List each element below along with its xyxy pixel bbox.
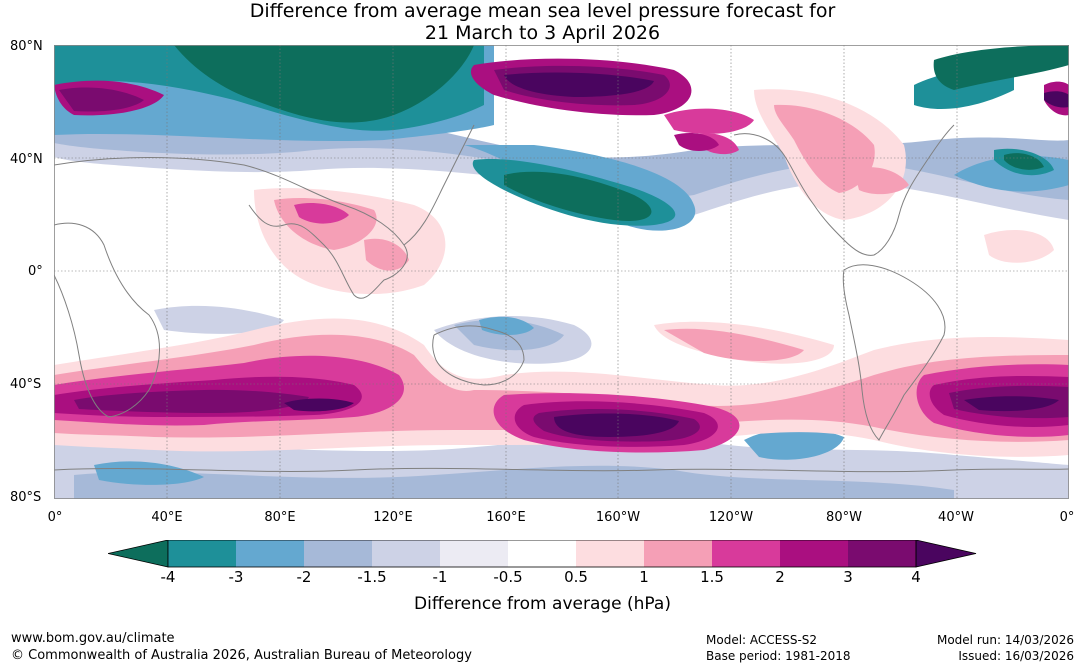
lon-label-120w: 120°W [708, 510, 754, 525]
anomaly-neg-south-2-region [94, 316, 844, 485]
anomaly-pos-4-region [284, 72, 1069, 438]
map-title-line-2: 21 March to 3 April 2026 [424, 22, 661, 44]
footer-model: Model: ACCESS-S2 [706, 633, 818, 647]
lat-label-80n: 80°N [10, 39, 43, 54]
colorbar-tick: -1.5 [357, 568, 387, 586]
coastline-australia [432, 325, 525, 386]
colorbar-swatch [780, 540, 848, 567]
colorbar-tick: -1 [432, 568, 448, 586]
colorbar-swatch [848, 540, 916, 567]
colorbar-tick: 3 [843, 568, 853, 586]
colorbar-tick: 0.5 [564, 568, 588, 586]
footer-base-period: Base period: 1981-2018 [706, 649, 851, 663]
lon-label-40e: 40°E [151, 510, 183, 525]
anomaly-pos-3-region [59, 65, 1069, 442]
footer-model-run: Model run: 14/03/2026 [936, 633, 1074, 647]
colorbar-tick: -4 [160, 568, 176, 586]
colorbar-swatch [644, 540, 712, 567]
colorbar-tick: 1 [639, 568, 649, 586]
colorbar-swatch [508, 540, 576, 567]
colorbar-swatch [236, 540, 304, 567]
footer-issued: Issued: 16/03/2026 [958, 649, 1074, 663]
colorbar-swatch [440, 540, 508, 567]
colorbar [107, 539, 978, 570]
lat-label-40s: 40°S [10, 377, 42, 392]
lon-label-80w: 80°W [826, 510, 862, 525]
lat-label-40n: 40°N [10, 152, 43, 167]
lon-label-120e: 120°E [373, 510, 413, 525]
lon-label-0: 0° [47, 510, 63, 525]
colorbar-arrow-high [915, 539, 977, 568]
lon-label-80e: 80°E [264, 510, 296, 525]
map-title-line-1: Difference from average mean sea level p… [249, 0, 836, 22]
lon-label-0-right: 0° [1059, 510, 1075, 525]
colorbar-label: Difference from average (hPa) [414, 594, 671, 614]
colorbar-tick: -0.5 [493, 568, 523, 586]
footer-copyright: © Commonwealth of Australia 2026, Austra… [11, 648, 472, 663]
footer-url[interactable]: www.bom.gov.au/climate [11, 631, 175, 646]
colorbar-swatch [372, 540, 440, 567]
map-svg [54, 45, 1069, 499]
colorbar-swatch [304, 540, 372, 567]
anomaly-neg-4-region [174, 45, 1069, 221]
colorbar-tick: 1.5 [700, 568, 724, 586]
pressure-anomaly-map [54, 45, 1069, 499]
colorbar-arrow-low [107, 539, 169, 568]
colorbar-swatch [576, 540, 644, 567]
coastline-antarctica [54, 467, 1069, 473]
colorbar-swatch [712, 540, 780, 567]
colorbar-tick: 4 [911, 568, 921, 586]
coastline-eurasia [54, 124, 475, 299]
lat-label-80s: 80°S [10, 490, 42, 505]
colorbar-tick: 2 [775, 568, 785, 586]
graticule [54, 45, 1069, 499]
lon-label-160w: 160°W [595, 510, 641, 525]
colorbar-frame [167, 539, 917, 568]
anomaly-pos-1-5-region [54, 108, 1069, 453]
lat-label-equator: 0° [28, 264, 43, 279]
coastline-north-america [733, 124, 955, 256]
lon-label-40w: 40°W [938, 510, 974, 525]
coastline-africa [54, 222, 160, 418]
map-frame [54, 45, 1069, 499]
lon-label-160e: 160°E [486, 510, 526, 525]
colorbar-tick: -3 [228, 568, 244, 586]
coastline-south-america [842, 264, 946, 441]
colorbar-tick: -2 [296, 568, 312, 586]
colorbar-swatch [168, 540, 236, 567]
colorbar-svg [107, 539, 977, 568]
